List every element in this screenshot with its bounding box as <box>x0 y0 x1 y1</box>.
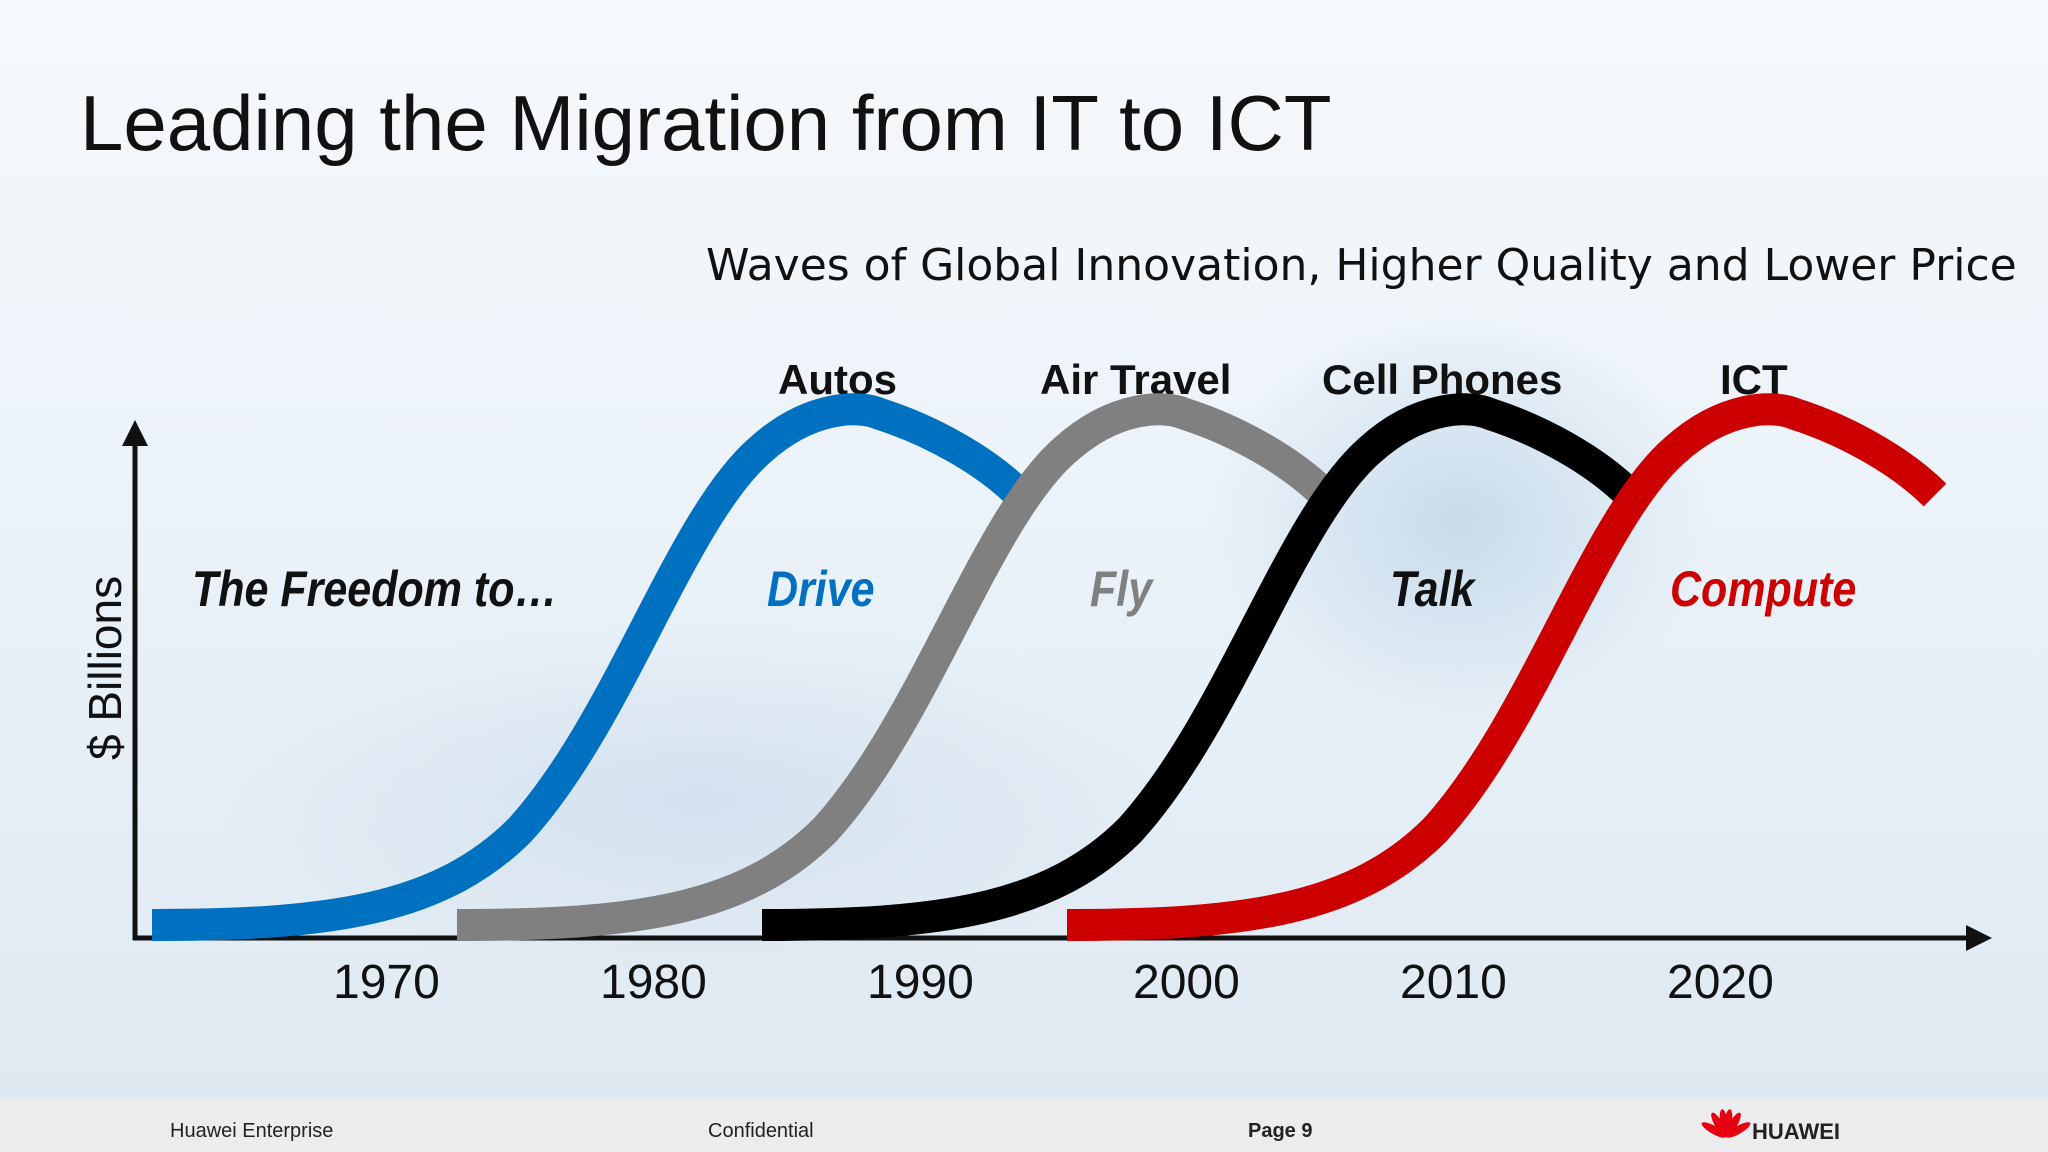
intro-text: The Freedom to… <box>192 561 558 617</box>
verb-compute: Compute <box>1670 561 1857 617</box>
x-tick-label: 1990 <box>867 956 974 1009</box>
subtitle: Waves of Global Innovation, Higher Quali… <box>706 240 2017 291</box>
x-tick-label: 1980 <box>600 956 707 1009</box>
x-tick-label: 2020 <box>1667 956 1774 1009</box>
wave-curve-autos <box>151 393 1032 941</box>
footer-confidential: Confidential <box>708 1120 814 1142</box>
x-tick-label: 2000 <box>1133 956 1240 1009</box>
wave-label-cell-phones: Cell Phones <box>1322 356 1563 403</box>
verb-drive: Drive <box>767 561 875 617</box>
x-axis-arrow <box>1966 925 1992 951</box>
y-axis-arrow <box>122 420 148 446</box>
wave-curve-air-travel <box>456 393 1337 941</box>
wave-curve-cell-phones <box>761 393 1642 941</box>
verb-talk: Talk <box>1390 561 1475 617</box>
wave-chart <box>122 393 1992 951</box>
wave-label-air-travel: Air Travel <box>1040 356 1232 403</box>
page-title: Leading the Migration from IT to ICT <box>80 79 1332 167</box>
x-tick-label: 2010 <box>1400 956 1507 1009</box>
y-axis-label: $ Billions <box>79 575 131 760</box>
footer-page-number: Page 9 <box>1248 1120 1313 1142</box>
wave-curve-ict <box>1066 393 1947 941</box>
footer-company: Huawei Enterprise <box>170 1120 334 1142</box>
huawei-logo-icon <box>1701 1109 1751 1138</box>
verb-fly: Fly <box>1090 561 1153 617</box>
footer-brand: HUAWEI <box>1752 1119 1840 1144</box>
x-tick-label: 1970 <box>333 956 440 1009</box>
